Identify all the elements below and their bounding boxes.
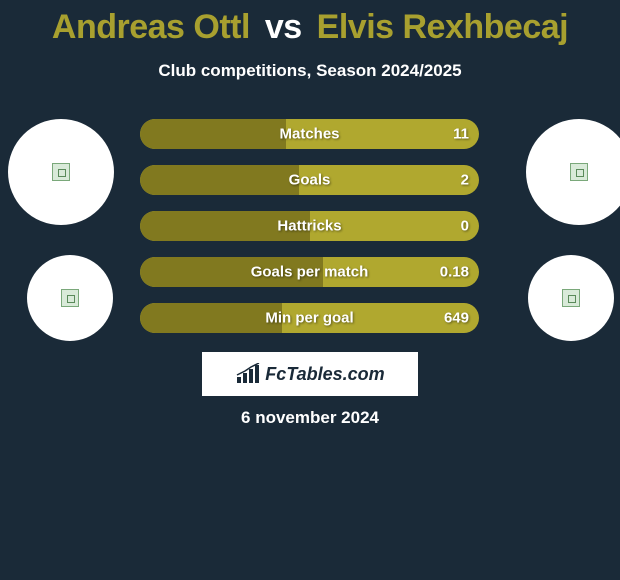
stat-label: Min per goal <box>265 310 353 327</box>
broken-image-icon <box>562 289 580 307</box>
stat-value: 649 <box>444 310 469 327</box>
stat-row: Goals 2 <box>140 165 479 195</box>
vs-text: vs <box>265 8 302 46</box>
stat-value: 0.18 <box>440 264 469 281</box>
bar-fill <box>140 303 282 333</box>
player2-avatar-large <box>526 119 620 225</box>
stat-label: Hattricks <box>277 218 341 235</box>
stat-row: Min per goal 649 <box>140 303 479 333</box>
bar-chart-icon <box>235 363 261 385</box>
player2-name: Elvis Rexhbecaj <box>317 8 568 46</box>
stat-label: Matches <box>279 126 339 143</box>
player1-avatar-small <box>27 255 113 341</box>
comparison-section: Matches 11 Goals 2 Hattricks 0 Goals per match… <box>0 119 620 379</box>
footer-date: 6 november 2024 <box>0 408 620 428</box>
broken-image-icon <box>61 289 79 307</box>
page-title: Andreas Ottl vs Elvis Rexhbecaj <box>0 0 620 47</box>
stat-row: Goals per match 0.18 <box>140 257 479 287</box>
stat-value: 2 <box>461 172 469 189</box>
player1-name: Andreas Ottl <box>52 8 250 46</box>
stat-label: Goals <box>289 172 331 189</box>
bar-fill <box>140 165 299 195</box>
player2-avatar-small <box>528 255 614 341</box>
player1-avatar-large <box>8 119 114 225</box>
stat-label: Goals per match <box>251 264 369 281</box>
stat-value: 0 <box>461 218 469 235</box>
logo-text: FcTables.com <box>265 364 384 385</box>
broken-image-icon <box>52 163 70 181</box>
stat-value: 11 <box>453 126 469 143</box>
fctables-logo: FcTables.com <box>202 352 418 396</box>
stat-bars: Matches 11 Goals 2 Hattricks 0 Goals per match… <box>140 119 479 349</box>
stat-row: Matches 11 <box>140 119 479 149</box>
bar-fill <box>140 119 286 149</box>
subtitle: Club competitions, Season 2024/2025 <box>0 61 620 81</box>
stat-row: Hattricks 0 <box>140 211 479 241</box>
broken-image-icon <box>570 163 588 181</box>
